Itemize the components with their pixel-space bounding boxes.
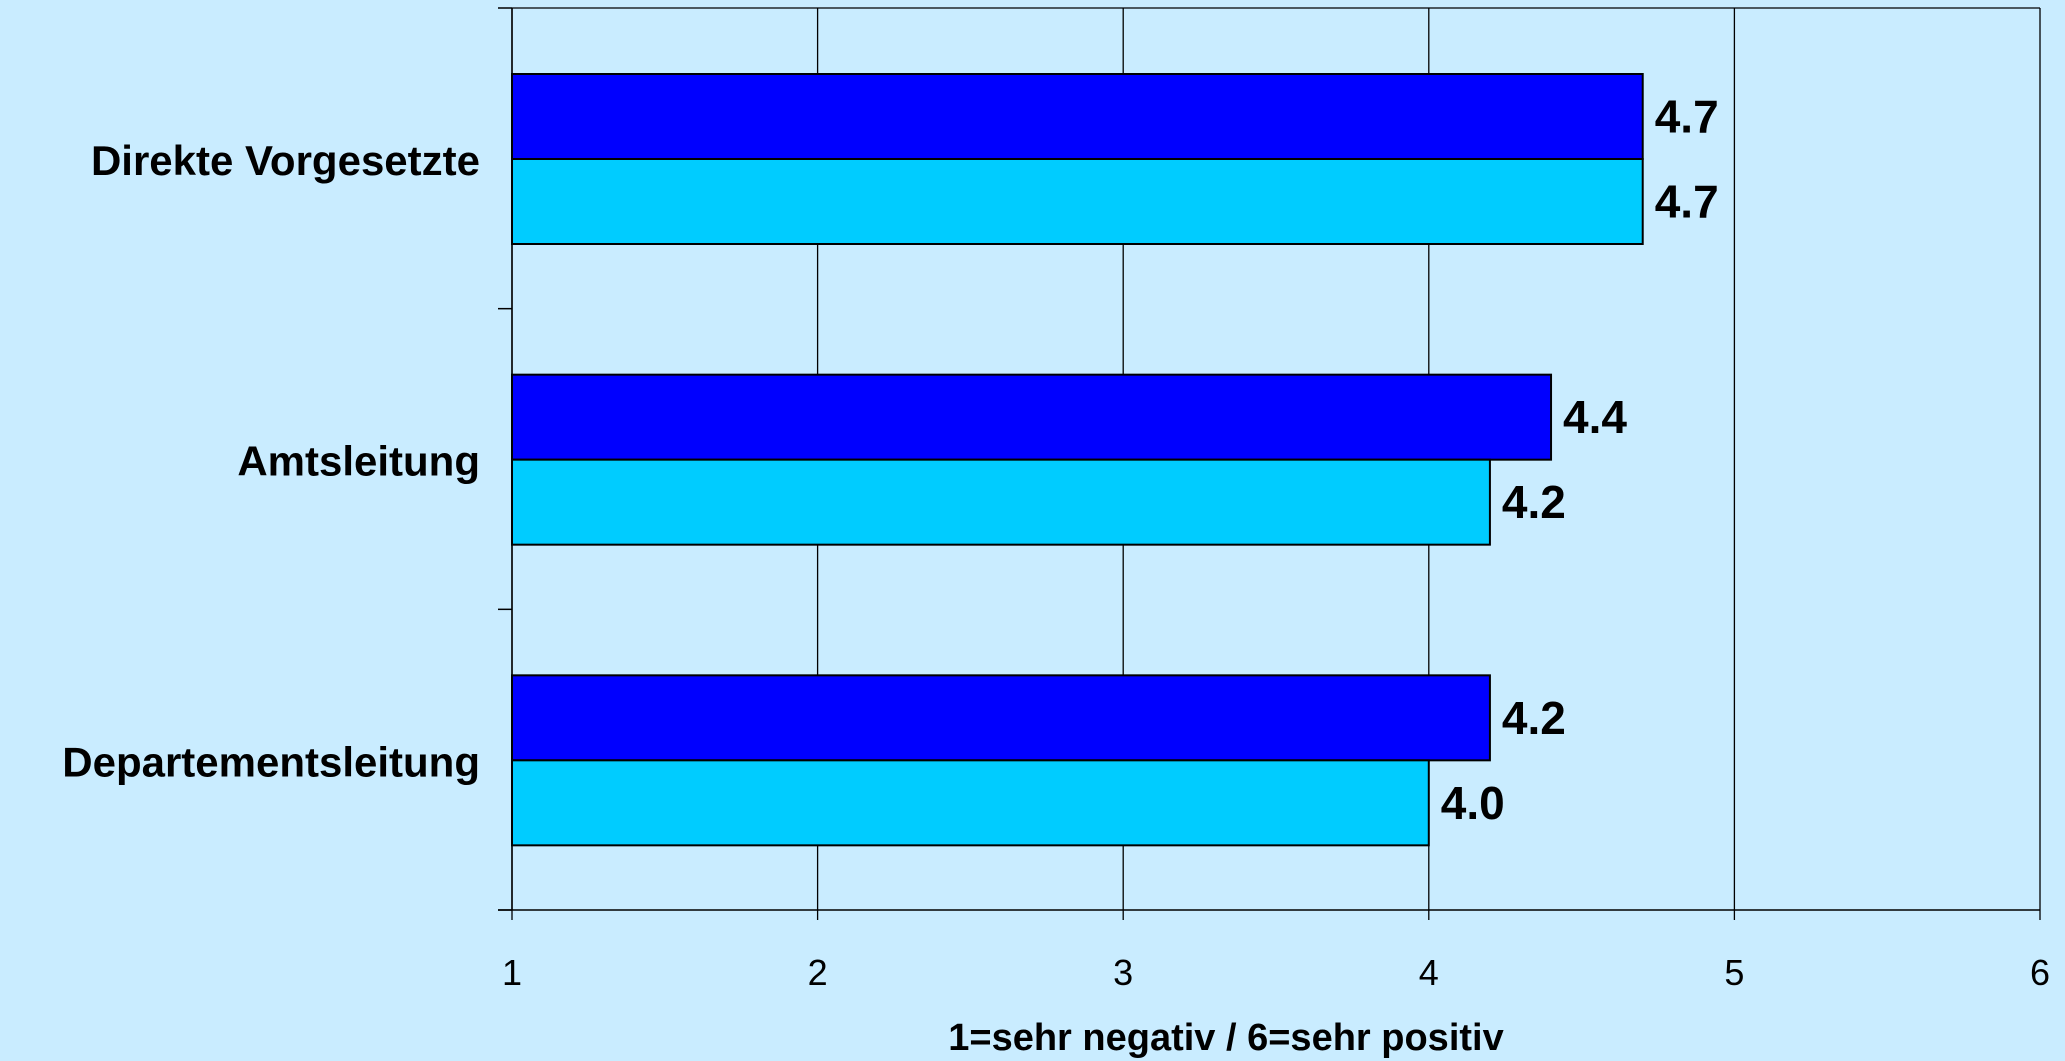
bar [511, 458, 1491, 546]
x-tick-label: 1 [502, 952, 522, 993]
x-tick-label: 6 [2030, 952, 2050, 993]
x-tick-label: 3 [1113, 952, 1133, 993]
data-label: 4.7 [1655, 91, 1719, 143]
x-tick-label: 2 [808, 952, 828, 993]
category-label: Direkte Vorgesetzte [91, 137, 480, 184]
category-label: Amtsleitung [237, 438, 480, 485]
data-label: 4.7 [1655, 176, 1719, 228]
bar [511, 158, 1644, 245]
data-label: 4.2 [1502, 692, 1566, 744]
data-label: 4.4 [1563, 391, 1627, 443]
data-label: 4.2 [1502, 476, 1566, 528]
bar [511, 759, 1430, 847]
bar [511, 373, 1553, 461]
bar [511, 674, 1491, 762]
bar [511, 73, 1644, 160]
data-label: 4.0 [1441, 777, 1505, 829]
x-tick-label: 5 [1724, 952, 1744, 993]
x-tick-label: 4 [1419, 952, 1439, 993]
x-axis-title: 1=sehr negativ / 6=sehr positiv [948, 1017, 1503, 1059]
category-label: Departementsleitung [62, 738, 480, 785]
